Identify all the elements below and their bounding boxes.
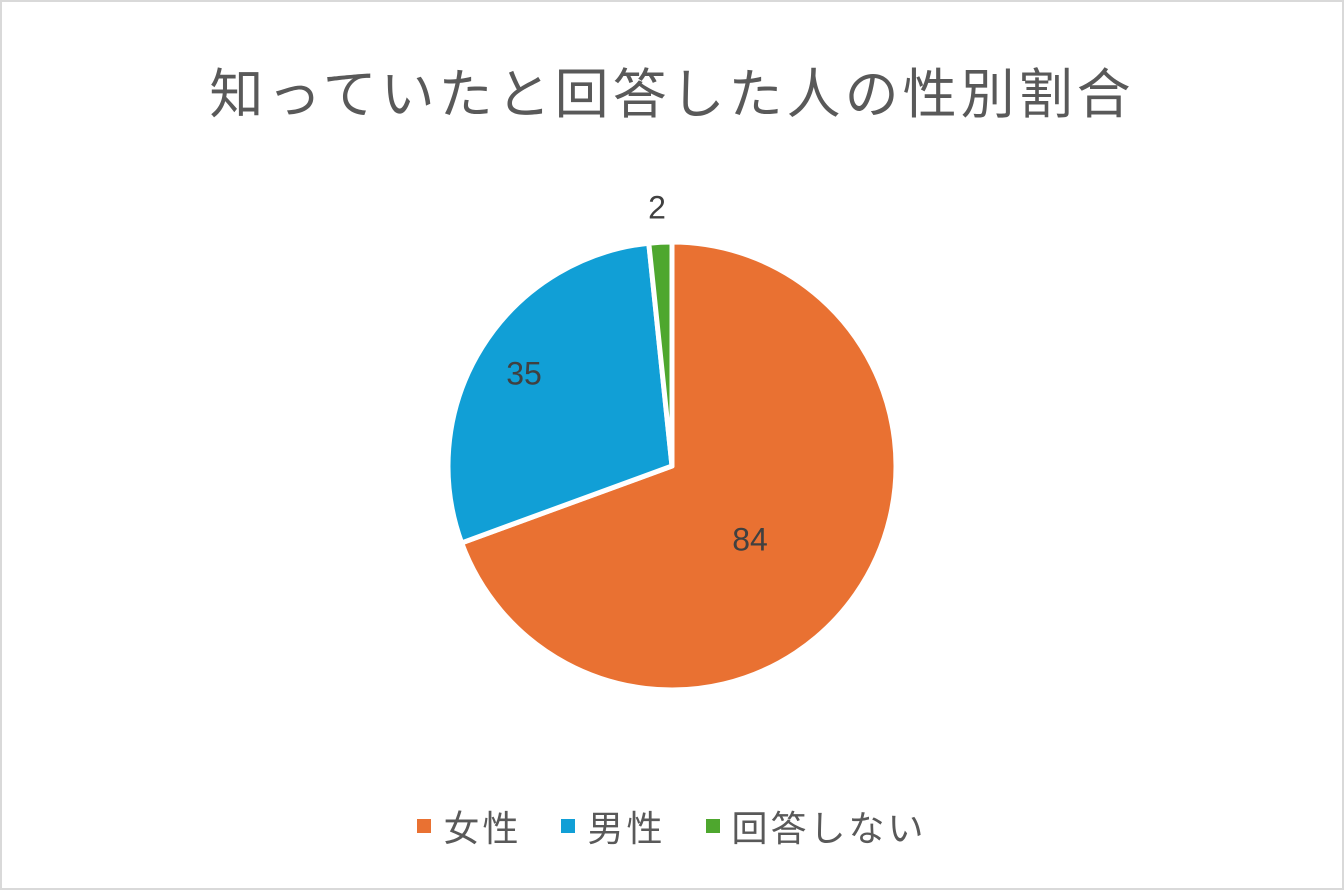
legend-swatch-female: [417, 819, 432, 833]
pie-slice-male[interactable]: [445, 240, 675, 546]
data-label-male: 35: [506, 355, 542, 392]
legend-label-female: 女性: [443, 809, 522, 850]
data-label-no-answer: 2: [648, 189, 666, 226]
legend-label-male: 男性: [587, 809, 666, 850]
legend-swatch-male: [561, 819, 576, 833]
legend-item-male[interactable]: 男性: [561, 800, 665, 852]
legend-swatch-no-answer: [705, 819, 720, 833]
data-label-female: 84: [732, 521, 768, 558]
chart-title: 知っていたと回答した人の性別割合: [209, 63, 1135, 126]
legend-item-no-answer[interactable]: 回答しない: [705, 800, 927, 852]
pie-slice-female[interactable]: [459, 239, 899, 693]
legend-label-no-answer: 回答しない: [731, 809, 927, 850]
legend: 女性 男性 回答しない: [0, 800, 1344, 852]
legend-item-female[interactable]: 女性: [417, 800, 521, 852]
pie-slice-no-answer[interactable]: [646, 239, 675, 469]
